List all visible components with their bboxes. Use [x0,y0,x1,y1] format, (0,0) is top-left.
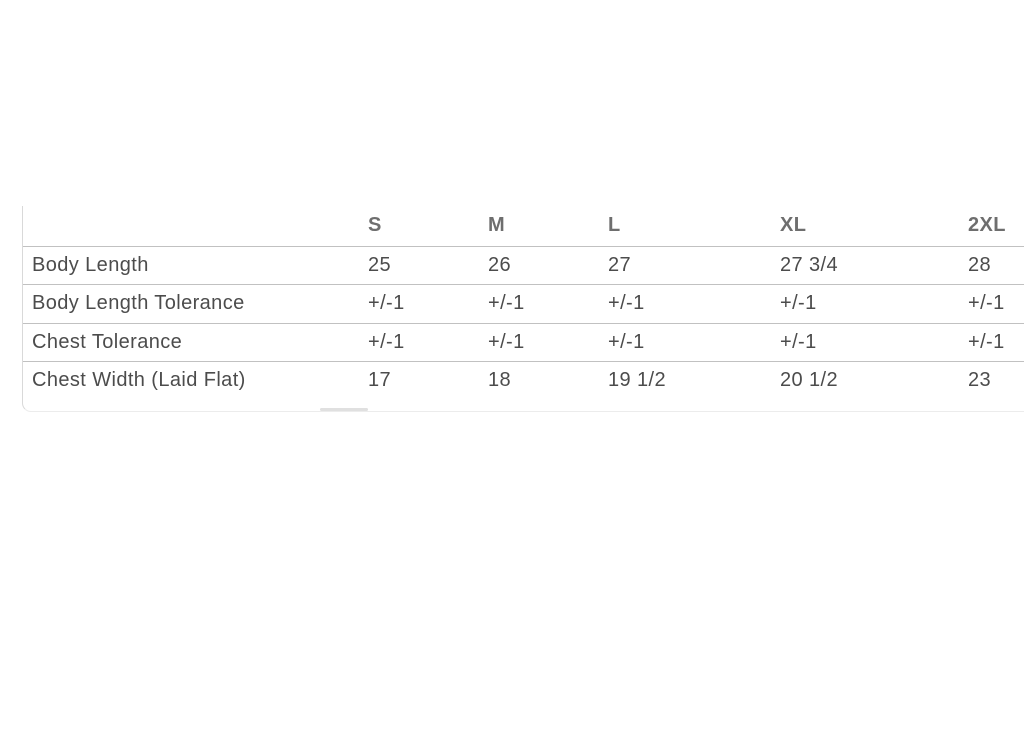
cell-value: 25 [368,245,488,284]
column-header-xl: XL [780,214,807,237]
row-label: Chest Tolerance [23,322,368,361]
cell-value: 28 [968,245,1024,284]
cell-value: 26 [488,245,608,284]
column-header-blank [23,206,368,246]
column-header-m: M [488,214,506,237]
cell-value: +/-1 [608,283,780,323]
cell-value: +/-1 [780,283,968,323]
column-header-2xl: 2XL [968,214,1006,237]
cell-value: 19 1/2 [608,360,780,400]
header-row: S M L XL 2XL [23,206,1024,246]
column-header-l: L [608,214,621,237]
cell-value: 23 [968,360,1024,400]
cell-value: +/-1 [968,322,1024,361]
cell-value: 27 3/4 [780,245,968,284]
cell-value: +/-1 [488,322,608,361]
size-chart-table: S M L XL 2XL Body Length 25 26 27 27 3/4… [23,206,1024,400]
cell-value: +/-1 [368,283,488,323]
row-label: Body Length Tolerance [23,283,368,323]
cell-value: +/-1 [488,283,608,323]
cell-value: +/-1 [780,322,968,361]
row-label: Chest Width (Laid Flat) [23,360,368,400]
table-row: Chest Tolerance +/-1 +/-1 +/-1 +/-1 +/-1 [23,322,1024,361]
cell-value: 27 [608,245,780,284]
table-row: Chest Width (Laid Flat) 17 18 19 1/2 20 … [23,360,1024,400]
cell-value: 18 [488,360,608,400]
cell-value: 20 1/2 [780,360,968,400]
cell-value: 17 [368,360,488,400]
size-chart-container: S M L XL 2XL Body Length 25 26 27 27 3/4… [22,206,1024,412]
cell-value: +/-1 [608,322,780,361]
column-header-s: S [368,214,382,237]
table-row: Body Length 25 26 27 27 3/4 28 [23,245,1024,284]
cell-value: +/-1 [368,322,488,361]
horizontal-scrollbar-thumb[interactable] [320,408,368,411]
row-label: Body Length [23,245,368,284]
cell-value: +/-1 [968,283,1024,323]
table-row: Body Length Tolerance +/-1 +/-1 +/-1 +/-… [23,283,1024,323]
